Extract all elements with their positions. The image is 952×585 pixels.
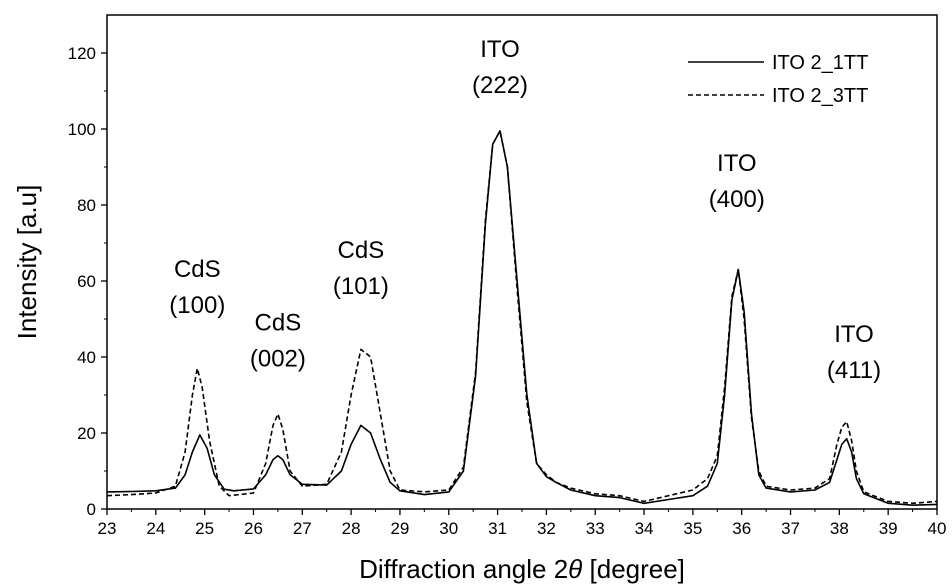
x-tick-label: 40 xyxy=(928,519,947,538)
legend-label: ITO 2_1TT xyxy=(772,52,868,74)
y-tick-label: 80 xyxy=(77,196,96,215)
peak-label-line: CdS xyxy=(255,309,302,336)
axis-ticks: 23 24 25 26 27 28 29 30 31 32 33 34 35 36 37 38 39 40 0 20 4… xyxy=(68,44,947,538)
peak-label: ITO (400) xyxy=(709,150,765,213)
peak-label-line: ITO xyxy=(480,36,520,63)
x-tick-label: 30 xyxy=(439,519,458,538)
x-axis-title-unit: [degree] xyxy=(582,554,685,584)
legend: ITO 2_1TT ITO 2_3TT xyxy=(688,52,868,107)
peak-label-line: (222) xyxy=(472,72,528,99)
peak-label-line: ITO xyxy=(834,321,874,348)
peak-label: ITO (222) xyxy=(472,36,528,99)
x-tick-label: 32 xyxy=(537,519,556,538)
x-tick-label: 31 xyxy=(488,519,507,538)
peak-label-line: (411) xyxy=(827,357,881,384)
peak-label: CdS (101) xyxy=(333,237,389,300)
x-tick-label: 38 xyxy=(830,519,849,538)
y-tick-label: 20 xyxy=(77,424,96,443)
x-axis-title-main: Diffraction angle 2 xyxy=(359,554,568,584)
peak-label: CdS (002) xyxy=(250,309,306,372)
x-tick-label: 35 xyxy=(683,519,702,538)
peak-label-line: (100) xyxy=(169,292,225,319)
x-axis-title: Diffraction angle 2θ [degree] xyxy=(359,554,685,584)
x-axis-title-symbol: θ xyxy=(568,554,582,584)
legend-label: ITO 2_3TT xyxy=(772,85,868,107)
peak-label: CdS (100) xyxy=(169,256,225,319)
x-tick-label: 27 xyxy=(293,519,312,538)
series-layer xyxy=(106,130,938,506)
peak-label-line: CdS xyxy=(338,237,385,264)
peak-label-line: (002) xyxy=(250,345,306,372)
y-axis-title: Intensity [a.u] xyxy=(12,185,42,340)
peak-label-line: CdS xyxy=(174,256,221,283)
peak-annotations: CdS (100) CdS (002) CdS (101) ITO (222) ITO (400)… xyxy=(169,36,881,384)
x-tick-label: 24 xyxy=(146,519,165,538)
x-tick-label: 28 xyxy=(342,519,361,538)
x-tick-label: 23 xyxy=(98,519,117,538)
x-tick-label: 25 xyxy=(195,519,214,538)
y-tick-label: 120 xyxy=(68,44,96,63)
x-tick-label: 39 xyxy=(879,519,898,538)
peak-label-line: (101) xyxy=(333,273,389,300)
x-tick-label: 33 xyxy=(586,519,605,538)
series-line-2 xyxy=(106,130,938,505)
y-tick-label: 40 xyxy=(77,348,96,367)
x-tick-label: 29 xyxy=(390,519,409,538)
x-tick-label: 26 xyxy=(244,519,263,538)
y-tick-label: 60 xyxy=(77,272,96,291)
x-tick-label: 36 xyxy=(732,519,751,538)
x-tick-label: 34 xyxy=(635,519,654,538)
y-tick-label: 0 xyxy=(87,500,96,519)
series-line-1 xyxy=(106,130,938,506)
peak-label: ITO (411) xyxy=(827,321,881,384)
y-tick-label: 100 xyxy=(68,120,96,139)
peak-label-line: (400) xyxy=(709,186,765,213)
peak-label-line: ITO xyxy=(717,150,757,177)
x-tick-label: 37 xyxy=(781,519,800,538)
